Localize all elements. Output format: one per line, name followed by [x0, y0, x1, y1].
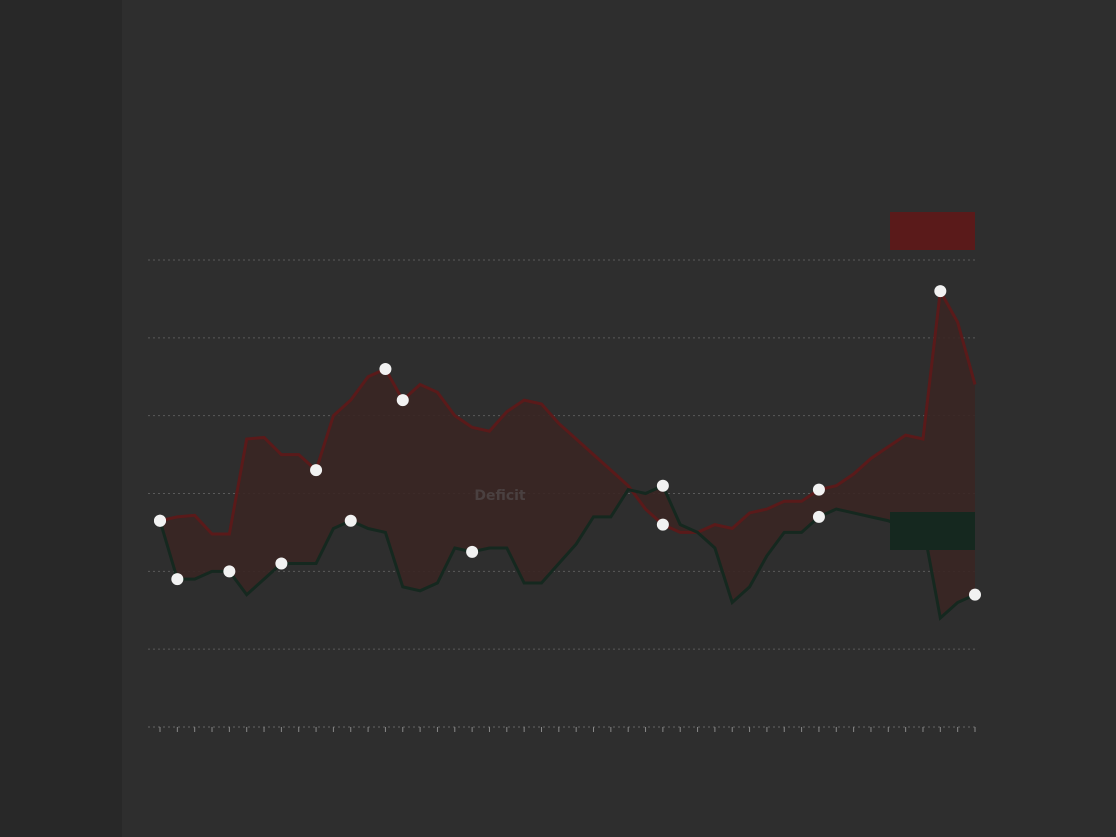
data-point	[379, 362, 392, 375]
side-band	[0, 0, 122, 837]
data-point	[934, 285, 947, 298]
data-point	[656, 479, 669, 492]
series-line-1	[158, 483, 976, 621]
data-point	[275, 557, 288, 570]
data-point	[396, 394, 409, 407]
data-point	[154, 514, 166, 527]
area-fills	[160, 291, 975, 619]
data-point	[812, 510, 825, 523]
area-fill-label: Deficit	[474, 488, 526, 504]
data-point	[171, 573, 184, 586]
end-labels	[890, 212, 975, 550]
series-lines	[158, 286, 977, 621]
data-point	[466, 545, 479, 558]
series-line-0	[159, 286, 977, 536]
data-point	[656, 518, 669, 531]
data-point	[223, 565, 236, 578]
gap-fill	[160, 291, 975, 619]
data-point	[310, 464, 323, 477]
data-point	[812, 483, 825, 496]
end-label-box	[890, 212, 975, 250]
data-point	[969, 588, 981, 601]
axis-ticks	[159, 727, 976, 732]
end-label-box	[890, 512, 975, 550]
data-point	[344, 514, 357, 527]
data-points	[154, 285, 981, 601]
